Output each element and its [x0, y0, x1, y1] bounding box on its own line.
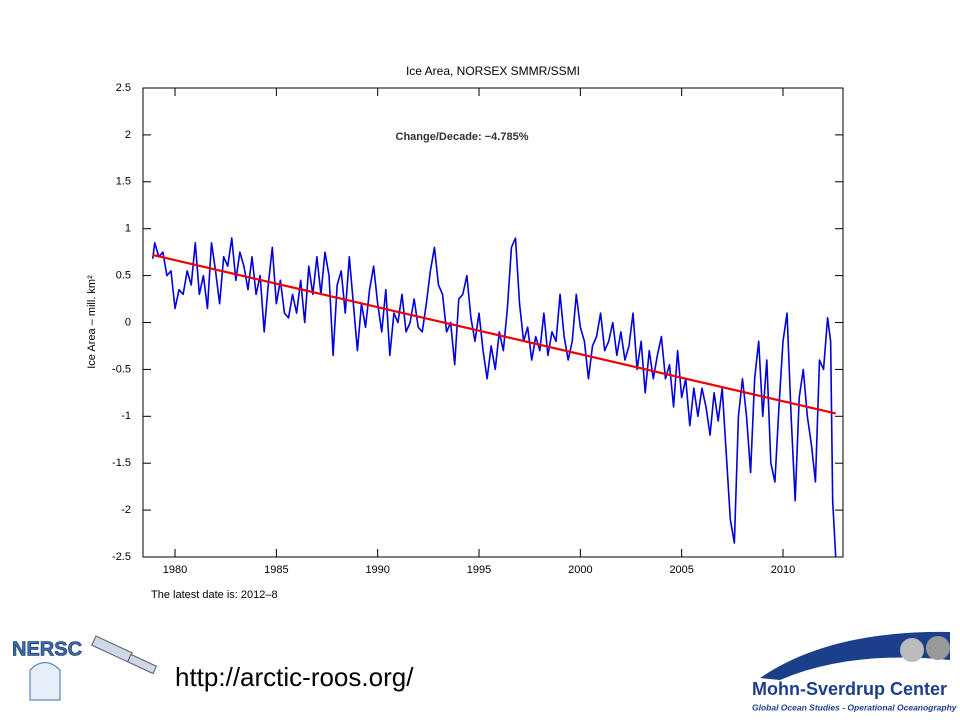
annotation: Change/Decade: −4.785% [396, 131, 529, 143]
y-tick-label: 2 [125, 129, 131, 141]
x-tick-label: 2005 [669, 564, 693, 576]
x-tick-label: 1990 [365, 564, 389, 576]
x-tick-label: 2000 [568, 564, 592, 576]
msc-logo: Mohn-Sverdrup Center Global Ocean Studie… [752, 631, 958, 712]
y-tick-label: 0 [125, 316, 131, 328]
nersc-logo: NERSC [12, 635, 158, 701]
x-tick-label: 2010 [771, 564, 795, 576]
note: The latest date is: 2012–8 [151, 589, 278, 601]
y-axis-label: Ice Area – mill. km² [86, 275, 98, 369]
x-tick-label: 1995 [467, 564, 491, 576]
url: http://arctic-roos.org/ [175, 662, 414, 692]
portrait [900, 638, 924, 662]
x-tick-label: 1980 [163, 564, 187, 576]
y-tick-label: -1.5 [112, 457, 131, 469]
y-tick-label: -2.5 [112, 551, 131, 563]
x-tick-label: 1985 [264, 564, 288, 576]
y-tick-label: 1.5 [116, 176, 131, 188]
series-line [151, 237, 837, 558]
y-tick-label: 0.5 [116, 270, 131, 282]
left-logo-text: NERSC [12, 638, 82, 660]
y-tick-label: 1 [125, 223, 131, 235]
y-tick-label: -0.5 [112, 363, 131, 375]
y-tick-label: -1 [121, 410, 131, 422]
plot-frame [142, 87, 844, 558]
satellite-panel [126, 653, 158, 675]
series-line [152, 253, 836, 415]
chart-title: Ice Area, NORSEX SMMR/SSMI [406, 64, 580, 78]
satellite [91, 635, 133, 663]
right-logo-tagline: Global Ocean Studies - Operational Ocean… [752, 702, 958, 712]
y-tick-label: 2.5 [116, 82, 131, 94]
right-logo-text: Mohn-Sverdrup Center [752, 679, 947, 699]
portrait [926, 636, 950, 660]
y-tick-label: -2 [121, 504, 131, 516]
bear-icon [29, 662, 61, 701]
